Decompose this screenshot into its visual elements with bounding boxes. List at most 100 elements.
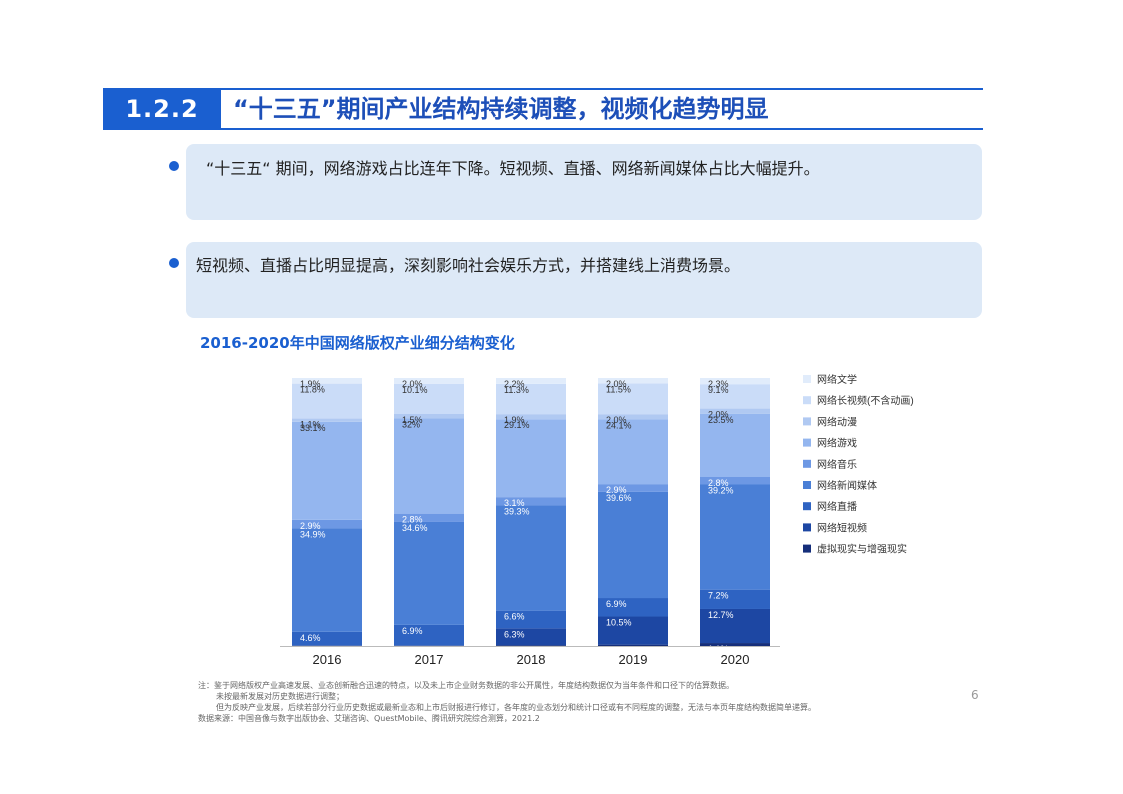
data-label: 11.5%: [606, 384, 631, 394]
data-label: 2.9%: [300, 521, 321, 531]
data-label: 2.0%: [402, 379, 423, 389]
bar-segment: [700, 643, 770, 646]
legend-label: 网络短视频: [817, 521, 867, 534]
data-label: 11.3%: [504, 385, 529, 395]
bar-segment: [292, 631, 362, 646]
bar-segment: [292, 519, 362, 529]
bar-segment: [598, 414, 668, 420]
data-label: 1.1%: [300, 420, 321, 430]
legend-label: 网络文学: [817, 373, 857, 386]
bar-segment: [496, 505, 566, 611]
data-label: 1.9%: [300, 379, 321, 389]
data-label: 2.3%: [708, 379, 729, 389]
bar-segment: [700, 384, 770, 409]
data-label: 9.1%: [708, 385, 729, 395]
data-label: 7.2%: [708, 591, 729, 601]
bar-segment: [496, 628, 566, 646]
data-label: 1.5%: [402, 415, 423, 425]
x-tick-label: 2016: [313, 652, 342, 667]
data-label: 10.1%: [402, 385, 428, 395]
data-label: 32%: [402, 419, 420, 429]
bullet-text-2: 短视频、直播占比明显提高，深刻影响社会娱乐方式，并搭建线上消费场景。: [196, 256, 741, 275]
bar-segment: [598, 484, 668, 492]
legend-swatch: [803, 523, 811, 532]
footnote-line: 未按最新发展对历史数据进行调整；: [216, 692, 344, 701]
bullet-dot-icon: [169, 161, 179, 171]
data-label: 6.9%: [606, 599, 627, 609]
data-label: 2.0%: [606, 415, 627, 425]
x-tick-label: 2020: [721, 652, 750, 667]
bar-segment: [598, 378, 668, 384]
bar-segment: [598, 598, 668, 617]
data-label: 2.0%: [606, 379, 627, 389]
bar-segment: [598, 644, 668, 646]
bullet-box-1: [186, 144, 982, 220]
data-label: 6.3%: [504, 629, 525, 639]
bullet-text-1: “十三五“ 期间，网络游戏占比连年下降。短视频、直播、网络新闻媒体占比大幅提升。: [206, 159, 820, 178]
bar-segment: [394, 413, 464, 419]
bar-segment: [598, 419, 668, 485]
footnote-line: 但为反映产业发展，后续若部分行业历史数据或最新业态和上市后财报进行修订，各年度的…: [216, 703, 816, 712]
legend-swatch: [803, 459, 811, 468]
data-label: 12.7%: [708, 610, 734, 620]
data-label: 2.9%: [606, 485, 627, 495]
bar-segment: [496, 610, 566, 629]
data-label: 39.3%: [504, 506, 530, 516]
bar-segment: [292, 528, 362, 632]
data-label: 39.2%: [708, 486, 734, 496]
section-title: “十三五”期间产业结构持续调整，视频化趋势明显: [233, 95, 769, 123]
bar-segment: [292, 421, 362, 520]
legend-swatch: [803, 396, 811, 405]
legend-label: 网络直播: [817, 500, 857, 513]
legend-swatch: [803, 481, 811, 489]
bar-segment: [598, 616, 668, 645]
bar-segment: [496, 383, 566, 415]
data-label: 4.6%: [300, 633, 321, 643]
bar-segment: [700, 413, 770, 477]
bar-segment: [598, 491, 668, 599]
bullet-dot-icon: [169, 258, 179, 268]
data-label: 6.6%: [504, 612, 525, 622]
data-label: 2.0%: [708, 410, 729, 420]
legend-label: 网络动漫: [817, 415, 857, 428]
bar-segment: [496, 645, 566, 646]
footnote-line: 注：鉴于网络版权产业高速发展、业态创新融合迅速的特点，以及未上市企业财务数据的非…: [198, 681, 734, 690]
legend-label: 网络新闻媒体: [817, 479, 877, 492]
data-label: 39.6%: [606, 493, 632, 503]
bar-segment: [394, 521, 464, 625]
data-label: 11.8%: [300, 385, 325, 395]
data-label: 2.8%: [402, 515, 423, 525]
bar-segment: [394, 383, 464, 414]
data-label: 0.1%: [300, 646, 321, 656]
legend-label: 网络音乐: [817, 458, 857, 471]
bar-segment: [394, 378, 464, 384]
data-label: 33.1%: [300, 423, 326, 433]
bar-segment: [496, 497, 566, 506]
data-label: 23.5%: [708, 415, 734, 425]
bar-segment: [292, 378, 362, 384]
bar-segment: [394, 418, 464, 514]
section-header: 1.2.2 “十三五”期间产业结构持续调整，视频化趋势明显: [103, 88, 983, 130]
bar-segment: [700, 476, 770, 485]
bar-segment: [700, 378, 770, 385]
bar-segment: [394, 624, 464, 646]
bar-segment: [292, 418, 362, 422]
bullet-box-2: [186, 242, 982, 318]
bar-segment: [700, 608, 770, 644]
data-label: 0.1%: [300, 647, 321, 657]
data-label: 0.1%: [402, 646, 423, 656]
bar-segment: [598, 383, 668, 415]
legend-swatch: [803, 417, 811, 426]
data-label: 24.1%: [606, 421, 632, 431]
bar-segment: [700, 484, 770, 590]
bar-segment: [496, 378, 566, 384]
data-label: 34.9%: [300, 529, 326, 539]
legend-swatch: [803, 502, 811, 511]
legend-label: 网络长视频(不含动画): [817, 394, 914, 407]
x-tick-label: 2018: [517, 652, 546, 667]
bar-segment: [292, 383, 362, 419]
data-label: 1.1%: [708, 644, 729, 654]
data-label: 2.8%: [708, 478, 729, 488]
data-label: 6.9%: [402, 626, 423, 636]
